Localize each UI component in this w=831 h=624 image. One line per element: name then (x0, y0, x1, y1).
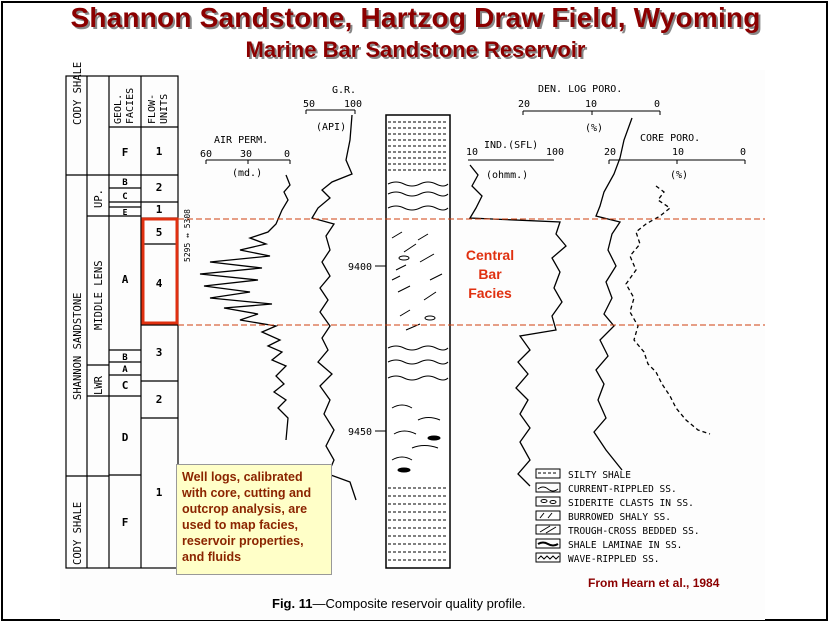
gr-curve (311, 114, 357, 501)
flow-unit-4: 4 (156, 277, 163, 290)
geol-facies-header: GEOL. (113, 94, 124, 124)
core-poro-curve (625, 185, 711, 435)
core-unit: (%) (670, 170, 688, 181)
ind-tick-100: 100 (546, 147, 564, 158)
central-bar-line2: Bar (478, 266, 502, 282)
note-line-5: reservoir properties, (182, 534, 304, 548)
ind-sfl-curve (468, 164, 567, 487)
ind-unit: (ohmm.) (486, 170, 528, 181)
central-bar-line1: Central (465, 247, 515, 263)
caption-text: —Composite reservoir quality profile. (312, 596, 526, 611)
den-tick-20: 20 (518, 99, 530, 110)
air-perm-unit: (md.) (232, 168, 262, 179)
core-tick-10: 10 (672, 147, 684, 158)
flow-units-header-2: UNITS (159, 94, 170, 124)
facies-c-low: C (122, 379, 129, 392)
central-bar-line3: Facies (468, 285, 512, 301)
flow-unit-1-e: 1 (156, 203, 163, 216)
legend-burrowed-shaly: BURROWED SHALY SS. (568, 512, 671, 523)
note-box: Well logs, calibrated with core, cutting… (176, 464, 332, 575)
core-depth-note: 5295 ↔ 5308 (183, 209, 192, 262)
gr-unit: (API) (316, 122, 346, 133)
facies-c-top: C (122, 192, 127, 202)
note-line-4: used to map facies, (182, 518, 299, 532)
slide-subtitle: Marine Bar Sandstone Reservoir (245, 37, 586, 62)
central-bar-highlight-box (141, 217, 179, 325)
flow-unit-2-top: 2 (156, 181, 163, 194)
facies-e: E (123, 208, 128, 217)
facies-a-mid: A (122, 273, 129, 286)
note-line-3: outcrop analysis, are (182, 502, 308, 516)
note-line-2: with core, cutting and (182, 486, 312, 500)
legend-trough-cross: TROUGH-CROSS BEDDED SS. (568, 526, 700, 537)
ind-tick-10: 10 (466, 147, 478, 158)
flow-units-header: FLOW- (147, 94, 158, 124)
note-line-6: and fluids (182, 550, 242, 564)
lithology-pattern (387, 121, 449, 561)
air-perm-tick-60: 60 (200, 149, 212, 160)
den-unit: (%) (585, 123, 603, 134)
gr-label: G.R. (332, 85, 356, 96)
facies-b-low: B (122, 353, 128, 363)
flow-unit-2-low: 2 (156, 393, 163, 406)
den-tick-0: 0 (654, 99, 660, 110)
middle-lens-label: MIDDLE LENS (93, 260, 105, 330)
air-perm-curve (199, 174, 291, 441)
legend-wave-rippled: WAVE-RIPPLED SS. (568, 554, 660, 565)
shannon-sandstone-label: SHANNON SANDSTONE (72, 293, 84, 400)
figure-caption: Fig. 11—Composite reservoir quality prof… (272, 596, 526, 611)
core-tick-20: 20 (604, 147, 616, 158)
cody-shale-top-label: CODY SHALE (72, 62, 84, 125)
legend-silty-shale: SILTY SHALE (568, 470, 631, 481)
lithology-column (385, 114, 451, 569)
slide-title: Shannon Sandstone, Hartzog Draw Field, W… (70, 2, 761, 33)
facies-f-top: F (122, 146, 129, 159)
air-perm-tick-30: 30 (240, 149, 252, 160)
flow-unit-5: 5 (156, 226, 163, 239)
flow-unit-3: 3 (156, 346, 163, 359)
upper-label: UP. (93, 189, 105, 208)
lithology-legend: SILTY SHALE CURRENT-RIPPLED SS. SIDERITE… (535, 468, 700, 565)
air-perm-tick-0: 0 (284, 149, 290, 160)
facies-d: D (122, 431, 129, 444)
depth-9400: 9400 (348, 262, 372, 273)
core-tick-0: 0 (740, 147, 746, 158)
flow-unit-1-top: 1 (156, 145, 163, 158)
facies-f-bot: F (122, 516, 129, 529)
air-perm-label: AIR PERM. (214, 135, 268, 146)
gr-tick-100: 100 (344, 99, 362, 110)
den-log-poro-curve (593, 117, 633, 471)
den-log-poro-label: DEN. LOG PORO. (538, 84, 622, 95)
legend-shale-laminae: SHALE LAMINAE IN SS. (568, 540, 682, 551)
gr-tick-50: 50 (303, 99, 315, 110)
core-poro-label: CORE PORO. (640, 133, 700, 144)
central-bar-facies-label: Central Bar Facies (458, 246, 522, 303)
source-citation: From Hearn et al., 1984 (588, 576, 720, 590)
facies-b-top: B (122, 178, 128, 188)
cody-shale-bottom-label: CODY SHALE (72, 502, 84, 565)
legend-current-rippled: CURRENT-RIPPLED SS. (568, 484, 677, 495)
note-line-1: Well logs, calibrated (182, 470, 303, 484)
geol-facies-header-2: FACIES (125, 88, 136, 124)
depth-9450: 9450 (348, 427, 372, 438)
den-tick-10: 10 (585, 99, 597, 110)
caption-fig-number: Fig. 11 (272, 596, 313, 611)
legend-siderite-clasts: SIDERITE CLASTS IN SS. (568, 498, 694, 509)
facies-a-low: A (122, 365, 128, 375)
flow-unit-1-bot: 1 (156, 486, 163, 499)
ind-sfl-label: IND.(SFL) (484, 140, 538, 151)
lower-label: LWR (93, 375, 105, 395)
